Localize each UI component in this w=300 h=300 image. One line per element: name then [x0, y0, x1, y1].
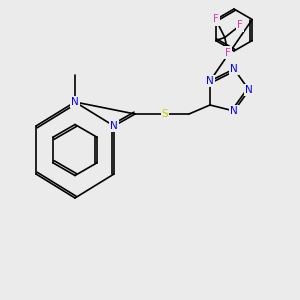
- Text: N: N: [110, 121, 118, 131]
- Text: N: N: [230, 64, 238, 74]
- Text: N: N: [245, 85, 253, 95]
- Text: N: N: [206, 76, 214, 86]
- Text: S: S: [162, 109, 168, 119]
- Text: N: N: [230, 106, 238, 116]
- Text: F: F: [237, 20, 243, 31]
- Text: F: F: [225, 47, 231, 58]
- Text: N: N: [71, 97, 79, 107]
- Text: F: F: [213, 14, 219, 25]
